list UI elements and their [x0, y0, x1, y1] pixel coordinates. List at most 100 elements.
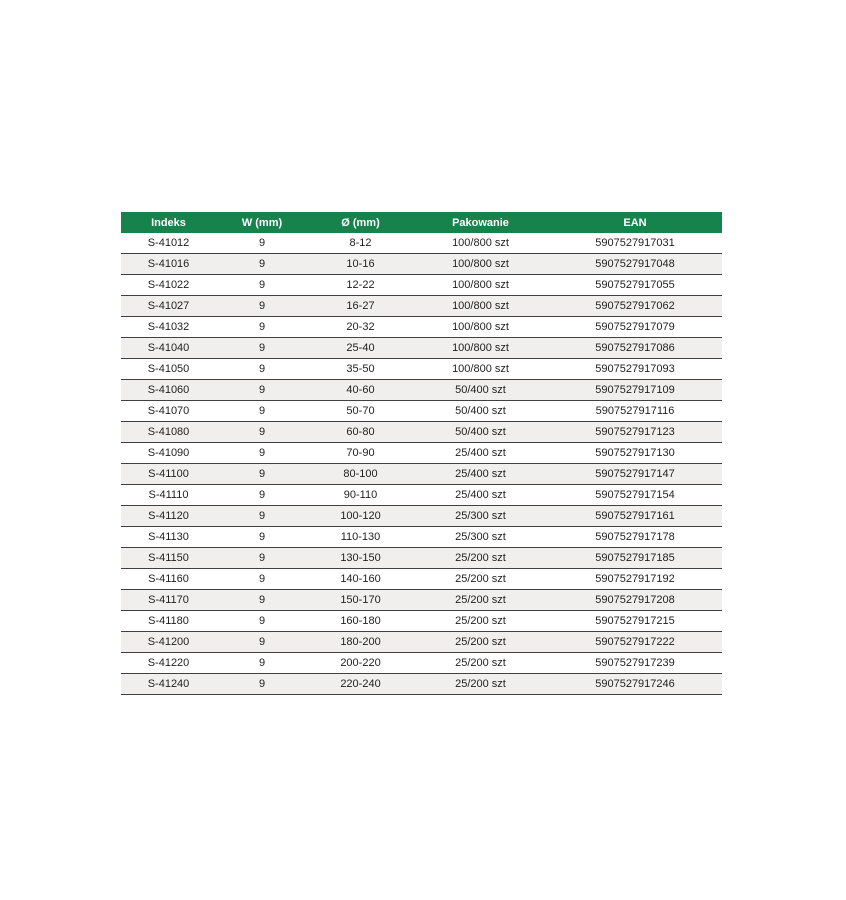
- table-cell: 25/200 szt: [413, 589, 548, 611]
- table-cell: 50-70: [308, 400, 413, 422]
- table-cell: 25/200 szt: [413, 652, 548, 674]
- table-cell: 200-220: [308, 652, 413, 674]
- table-cell: 40-60: [308, 379, 413, 401]
- table-cell: 20-32: [308, 316, 413, 338]
- table-row: S-41040 9 25-40 100/800 szt 5907527917086: [121, 337, 722, 359]
- table-cell: 100-120: [308, 505, 413, 527]
- table-cell: S-41150: [121, 547, 216, 569]
- table-cell: S-41027: [121, 295, 216, 317]
- table-header-row: Indeks W (mm) Ø (mm) Pakowanie EAN: [121, 212, 722, 233]
- table-cell: 8-12: [308, 233, 413, 254]
- table-cell: S-41170: [121, 589, 216, 611]
- table-row: S-41027 9 16-27 100/800 szt 5907527917062: [121, 295, 722, 317]
- table-row: S-41110 9 90-110 25/400 szt 5907527917154: [121, 484, 722, 506]
- column-header: Indeks: [121, 212, 216, 233]
- table-cell: 100/800 szt: [413, 358, 548, 380]
- table-cell: 5907527917055: [548, 274, 722, 296]
- product-spec-table: Indeks W (mm) Ø (mm) Pakowanie EAN S-41012 9 8…: [121, 212, 722, 695]
- table-cell: S-41080: [121, 421, 216, 443]
- table-cell: 25/200 szt: [413, 610, 548, 632]
- table-cell: 5907527917062: [548, 295, 722, 317]
- table-cell: 70-90: [308, 442, 413, 464]
- table-cell: 25/200 szt: [413, 673, 548, 695]
- table-cell: 130-150: [308, 547, 413, 569]
- table-cell: 5907527917031: [548, 233, 722, 254]
- table-row: S-41150 9 130-150 25/200 szt 5907527917185: [121, 547, 722, 569]
- table-cell: 9: [216, 526, 308, 548]
- table-cell: 110-130: [308, 526, 413, 548]
- table-cell: 100/800 szt: [413, 274, 548, 296]
- table-cell: 160-180: [308, 610, 413, 632]
- table-cell: S-41032: [121, 316, 216, 338]
- table-cell: S-41200: [121, 631, 216, 653]
- table-cell: 9: [216, 337, 308, 359]
- table-cell: S-41050: [121, 358, 216, 380]
- table-cell: 25/200 szt: [413, 568, 548, 590]
- table-cell: S-41060: [121, 379, 216, 401]
- table-cell: 140-160: [308, 568, 413, 590]
- table-cell: S-41012: [121, 233, 216, 254]
- table-cell: 35-50: [308, 358, 413, 380]
- table-cell: 9: [216, 631, 308, 653]
- table-cell: S-41220: [121, 652, 216, 674]
- column-header: W (mm): [216, 212, 308, 233]
- table-cell: S-41120: [121, 505, 216, 527]
- table-cell: S-41110: [121, 484, 216, 506]
- table-cell: 9: [216, 358, 308, 380]
- table-cell: 25/200 szt: [413, 547, 548, 569]
- table-cell: 9: [216, 233, 308, 254]
- table-row: S-41090 9 70-90 25/400 szt 5907527917130: [121, 442, 722, 464]
- table-cell: 9: [216, 274, 308, 296]
- table-cell: 5907527917239: [548, 652, 722, 674]
- table-cell: 5907527917222: [548, 631, 722, 653]
- table-cell: 25/200 szt: [413, 631, 548, 653]
- table-body: S-41012 9 8-12 100/800 szt 5907527917031 S-41…: [121, 233, 722, 695]
- table-cell: 25/400 szt: [413, 442, 548, 464]
- table-cell: 5907527917079: [548, 316, 722, 338]
- table-row: S-41060 9 40-60 50/400 szt 5907527917109: [121, 379, 722, 401]
- table-cell: 5907527917086: [548, 337, 722, 359]
- table-cell: 5907527917208: [548, 589, 722, 611]
- table-cell: 50/400 szt: [413, 400, 548, 422]
- table-cell: 150-170: [308, 589, 413, 611]
- table-cell: 90-110: [308, 484, 413, 506]
- table-row: S-41032 9 20-32 100/800 szt 5907527917079: [121, 316, 722, 338]
- table-cell: 25-40: [308, 337, 413, 359]
- table-cell: 180-200: [308, 631, 413, 653]
- table-row: S-41016 9 10-16 100/800 szt 5907527917048: [121, 253, 722, 275]
- table-cell: 50/400 szt: [413, 421, 548, 443]
- table-cell: 25/300 szt: [413, 505, 548, 527]
- column-header: Pakowanie: [413, 212, 548, 233]
- table-cell: S-41180: [121, 610, 216, 632]
- table-header: Indeks W (mm) Ø (mm) Pakowanie EAN: [121, 212, 722, 233]
- table-cell: 9: [216, 442, 308, 464]
- table-cell: 5907527917192: [548, 568, 722, 590]
- table-cell: 5907527917093: [548, 358, 722, 380]
- table-cell: 9: [216, 547, 308, 569]
- table-row: S-41240 9 220-240 25/200 szt 5907527917246: [121, 673, 722, 695]
- table-row: S-41070 9 50-70 50/400 szt 5907527917116: [121, 400, 722, 422]
- table-cell: 5907527917123: [548, 421, 722, 443]
- table-cell: 60-80: [308, 421, 413, 443]
- table-cell: 100/800 szt: [413, 233, 548, 254]
- table-cell: 220-240: [308, 673, 413, 695]
- table-cell: 9: [216, 610, 308, 632]
- table-cell: S-41090: [121, 442, 216, 464]
- table-cell: 12-22: [308, 274, 413, 296]
- table-cell: 10-16: [308, 253, 413, 275]
- table-cell: 9: [216, 505, 308, 527]
- table-row: S-41220 9 200-220 25/200 szt 5907527917239: [121, 652, 722, 674]
- table-row: S-41120 9 100-120 25/300 szt 5907527917161: [121, 505, 722, 527]
- table-cell: 9: [216, 253, 308, 275]
- table-cell: 100/800 szt: [413, 337, 548, 359]
- table-row: S-41022 9 12-22 100/800 szt 5907527917055: [121, 274, 722, 296]
- table-row: S-41080 9 60-80 50/400 szt 5907527917123: [121, 421, 722, 443]
- table-cell: 100/800 szt: [413, 316, 548, 338]
- table-cell: 5907527917109: [548, 379, 722, 401]
- table-cell: 80-100: [308, 463, 413, 485]
- table-cell: S-41160: [121, 568, 216, 590]
- column-header: Ø (mm): [308, 212, 413, 233]
- table-cell: S-41022: [121, 274, 216, 296]
- table-cell: 5907527917048: [548, 253, 722, 275]
- table-cell: 5907527917161: [548, 505, 722, 527]
